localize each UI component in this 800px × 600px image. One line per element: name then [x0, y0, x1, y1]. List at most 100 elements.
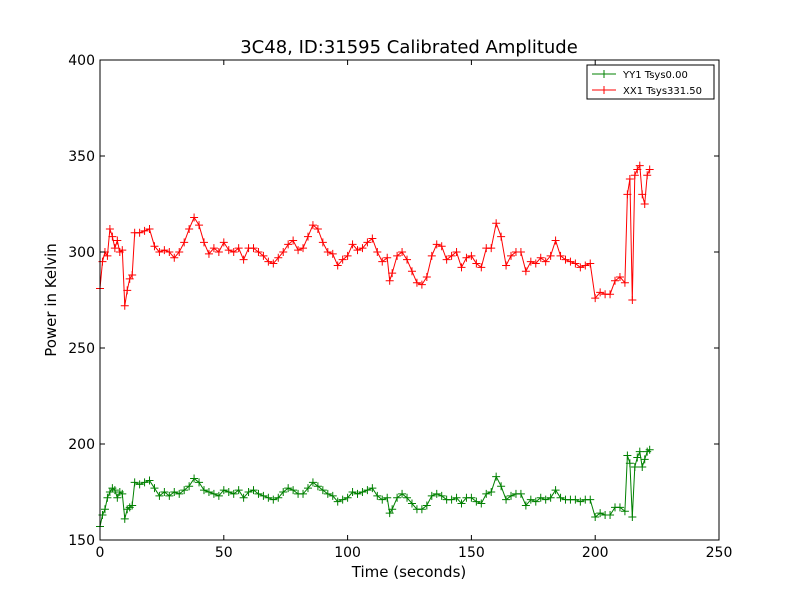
series-0-point: [628, 512, 637, 521]
series-1-point: [546, 251, 555, 260]
series-0-point: [318, 486, 327, 495]
series-1-point: [536, 253, 545, 262]
series-0-point: [482, 489, 491, 498]
series-1-point: [412, 278, 421, 287]
series-0-point: [546, 493, 555, 502]
series-0-point: [477, 499, 486, 508]
legend-label-1: XX1 Tsys331.50: [623, 86, 702, 97]
series-1-point: [348, 240, 357, 249]
series-0-point: [497, 482, 506, 491]
series-0-point: [130, 478, 139, 487]
series-0-point: [284, 484, 293, 493]
series-0-point: [521, 501, 530, 510]
series-0-point: [437, 491, 446, 500]
series-1-point: [635, 161, 644, 170]
series-0-point: [303, 484, 312, 493]
series-1-point: [507, 251, 516, 260]
series-0-point: [239, 493, 248, 502]
series-1-point: [452, 248, 461, 256]
series-1-point: [398, 248, 407, 256]
series-1-point: [556, 251, 565, 260]
series-0-point: [103, 493, 112, 502]
series-1-point: [492, 219, 501, 228]
y-axis: 150 200 250 300 350 400: [68, 53, 719, 549]
series-1-point: [358, 244, 367, 253]
series-0-point: [165, 491, 174, 500]
series-1-point: [417, 280, 426, 289]
series-0-point: [625, 459, 634, 468]
series-0-point: [279, 488, 288, 496]
series-0-point: [199, 486, 208, 495]
series-1-point: [343, 251, 352, 260]
series-0-point: [615, 503, 624, 512]
series-0-point: [269, 495, 278, 504]
series-1-point: [373, 248, 382, 256]
series-1-point: [571, 259, 580, 268]
x-tick-label: 200: [582, 545, 609, 561]
legend-marker-0: [600, 70, 608, 78]
series-1-point: [447, 251, 456, 260]
series-1-point: [363, 238, 372, 247]
series-1-point: [299, 244, 308, 253]
y-tick-label: 350: [68, 149, 95, 165]
series-0-point: [487, 488, 496, 496]
series-1-point: [308, 221, 317, 230]
y-tick-label: 200: [68, 437, 95, 453]
series-0-point: [185, 482, 194, 491]
series-1-point: [128, 271, 137, 280]
series-0-point: [110, 486, 119, 495]
series-0-point: [113, 493, 122, 502]
series-0-point: [195, 478, 204, 487]
series-0-point: [551, 486, 560, 495]
series-0-point: [118, 489, 127, 498]
legend: YY1 Tsys0.00 XX1 Tsys331.50: [586, 64, 715, 100]
series-0-point: [244, 488, 253, 496]
series-1-point: [591, 294, 600, 303]
series-1-point: [643, 171, 652, 180]
series-0-point: [368, 484, 377, 493]
series-0-point: [175, 489, 184, 498]
x-tick-label: 100: [334, 545, 361, 561]
series-0-point: [180, 486, 189, 495]
series-0-point: [128, 501, 137, 510]
series-1-point: [313, 224, 322, 233]
series-1-point: [264, 257, 273, 266]
series-1-point: [110, 244, 119, 253]
series-1-point: [180, 238, 189, 247]
series-0-point: [140, 478, 149, 487]
series-0-point: [170, 488, 179, 496]
series-1-point: [640, 200, 649, 208]
series-0-point: [353, 489, 362, 498]
series-1-point: [113, 236, 122, 245]
series-1-point: [209, 244, 218, 253]
x-tick-label: 250: [706, 545, 733, 561]
series-1-point: [467, 251, 476, 260]
series-0-point: [135, 480, 144, 489]
plot-area: [96, 161, 654, 531]
series-0-point: [427, 491, 436, 500]
series-1-point: [175, 248, 184, 256]
series-1-point: [165, 248, 174, 256]
series-1-point: [328, 249, 337, 258]
series-0-point: [259, 491, 268, 500]
series-1-point: [338, 255, 347, 264]
series-1-point: [407, 267, 416, 276]
series-1-point: [353, 246, 362, 255]
series-1-point: [576, 263, 585, 272]
series-1-point: [318, 238, 327, 247]
series-0-point: [586, 495, 595, 504]
series-1-point: [442, 255, 451, 264]
y-tick-label: 250: [68, 341, 95, 357]
series-1-point: [432, 240, 441, 249]
series-0-point: [422, 501, 431, 510]
series-0-point: [472, 497, 481, 506]
chart-title: 3C48, ID:31595 Calibrated Amplitude: [240, 37, 578, 58]
series-1-point: [625, 175, 634, 184]
series-0-point: [249, 486, 258, 495]
series-0-point: [492, 472, 501, 481]
series-1-point: [289, 236, 298, 245]
series-1-point: [531, 259, 540, 268]
series-1-point: [170, 253, 179, 262]
series-1-point: [462, 253, 471, 262]
